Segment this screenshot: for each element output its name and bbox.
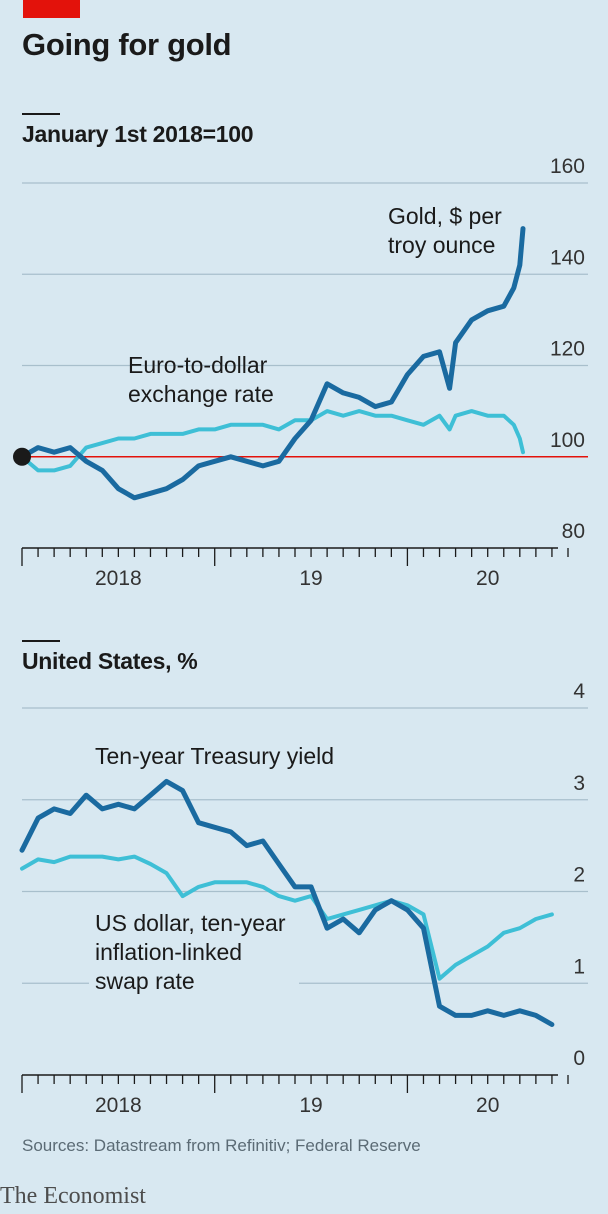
y-tick-label: 80 <box>562 520 585 543</box>
source-note: Sources: Datastream from Refinitiv; Fede… <box>22 1136 421 1155</box>
series-annotation: Ten-year Treasury yield <box>95 743 334 769</box>
chart-title: Going for gold <box>22 27 232 62</box>
y-tick-label: 1 <box>573 955 585 978</box>
x-tick-label: 19 <box>299 1094 322 1117</box>
annotation-line: inflation-linked <box>95 939 242 965</box>
series-annotation: Gold, $ per troy ounce <box>388 203 502 258</box>
annotation-line: swap rate <box>95 968 195 994</box>
series-annotation: US dollar, ten-year inflation-linked swap … <box>95 910 286 994</box>
series-line <box>20 409 525 473</box>
bottom-panel-rule <box>22 640 60 642</box>
annotation-line: Gold, $ per <box>388 203 502 229</box>
economist-logo-text: The Economist <box>0 1183 146 1209</box>
series-line <box>19 226 526 501</box>
y-tick-label: 0 <box>573 1047 585 1070</box>
x-tick-label: 20 <box>476 1094 499 1117</box>
x-tick-label: 20 <box>476 567 499 590</box>
annotation-line: Ten-year Treasury yield <box>95 743 334 769</box>
annotation-line: exchange rate <box>128 381 274 407</box>
economist-red-tag <box>23 0 80 18</box>
top-panel-rule <box>22 113 60 115</box>
series-line <box>20 854 554 981</box>
y-tick-label: 4 <box>573 680 585 703</box>
treasury-swap-chart: 4 3 2 1 0 2018 19 20 Ten-year Treasury yield US d… <box>19 680 588 1117</box>
x-tick-label: 2018 <box>95 567 142 590</box>
x-tick-label: 2018 <box>95 1094 142 1117</box>
y-tick-label: 140 <box>550 246 585 269</box>
annotation-bg <box>89 907 299 1000</box>
y-tick-label: 160 <box>550 155 585 178</box>
series-annotation: Euro-to-dollar exchange rate <box>128 352 274 407</box>
y-tick-label: 120 <box>550 338 585 361</box>
annotation-line: US dollar, ten-year <box>95 910 286 936</box>
annotation-line: troy ounce <box>388 232 495 258</box>
annotation-line: Euro-to-dollar <box>128 352 268 378</box>
y-tick-label: 100 <box>550 429 585 452</box>
series-line <box>19 778 555 1027</box>
start-marker <box>13 447 31 466</box>
gold-euro-chart: 160 140 120 100 80 2018 19 20 Gold, $ per troy ou… <box>13 155 588 590</box>
y-tick-label: 2 <box>573 864 585 887</box>
bottom-panel-subtitle: United States, % <box>22 648 198 674</box>
y-tick-label: 3 <box>573 772 585 795</box>
top-panel-subtitle: January 1st 2018=100 <box>22 121 254 147</box>
x-tick-label: 19 <box>299 567 322 590</box>
